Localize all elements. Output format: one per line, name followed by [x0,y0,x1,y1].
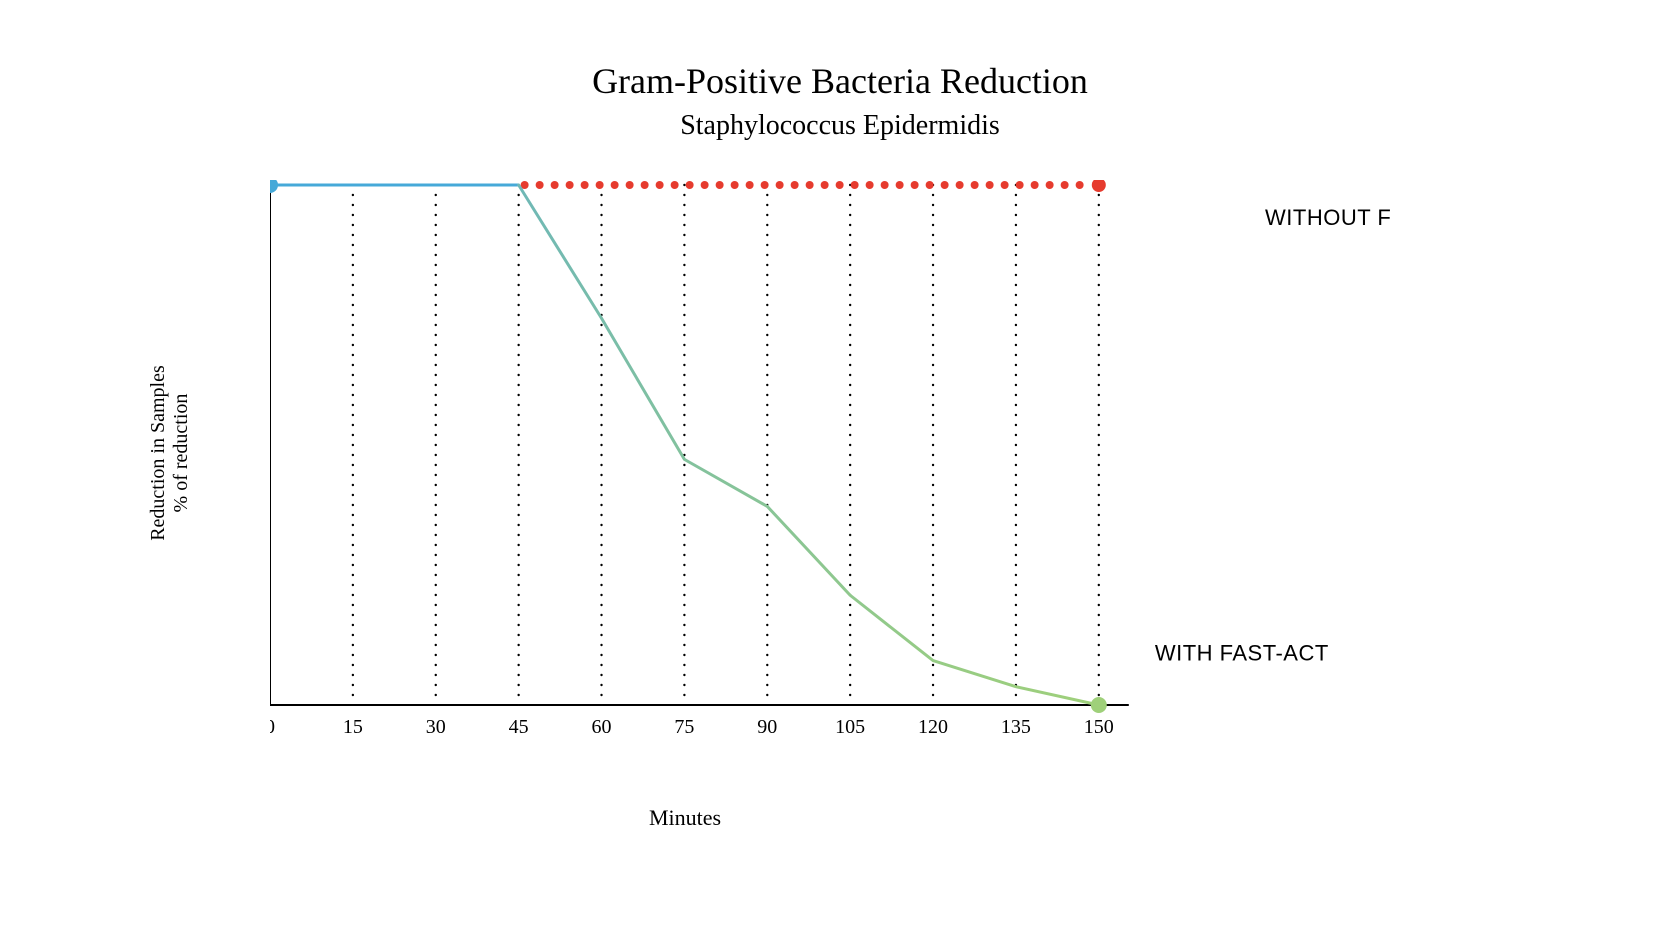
with-fastact-line [519,185,1099,705]
x-tick-label: 135 [1001,716,1031,738]
x-tick-label: 30 [426,716,446,738]
plot-svg: 0153045607590105120135150TNTC85%90%95%99… [270,180,1390,750]
x-tick-label: 120 [918,716,948,738]
chart-subtitle: Staphylococcus Epidermidis [0,110,1680,142]
x-tick-label: 45 [509,716,529,738]
x-tick-label: 60 [592,716,612,738]
chart-title: Gram-Positive Bacteria Reduction [0,60,1680,102]
y-axis-label-line2: % of reduction [170,323,193,583]
x-tick-label: 0 [270,716,275,738]
y-axis-label: Reduction in Samples % of reduction [147,323,193,583]
x-tick-label: 75 [674,716,694,738]
chart-container: Gram-Positive Bacteria Reduction Staphyl… [0,0,1680,945]
x-tick-label: 15 [343,716,363,738]
y-axis-label-line1: Reduction in Samples [147,323,170,583]
x-tick-label: 150 [1084,716,1114,738]
x-tick-label: 105 [835,716,865,738]
x-tick-label: 90 [757,716,777,738]
series-label-with: WITH FAST-ACT [1155,641,1329,666]
x-axis-label: Minutes [270,805,1100,831]
series-label-without: WITHOUT FAST-ACT [1265,205,1390,230]
plot-area: 0153045607590105120135150TNTC85%90%95%99… [270,180,1390,750]
